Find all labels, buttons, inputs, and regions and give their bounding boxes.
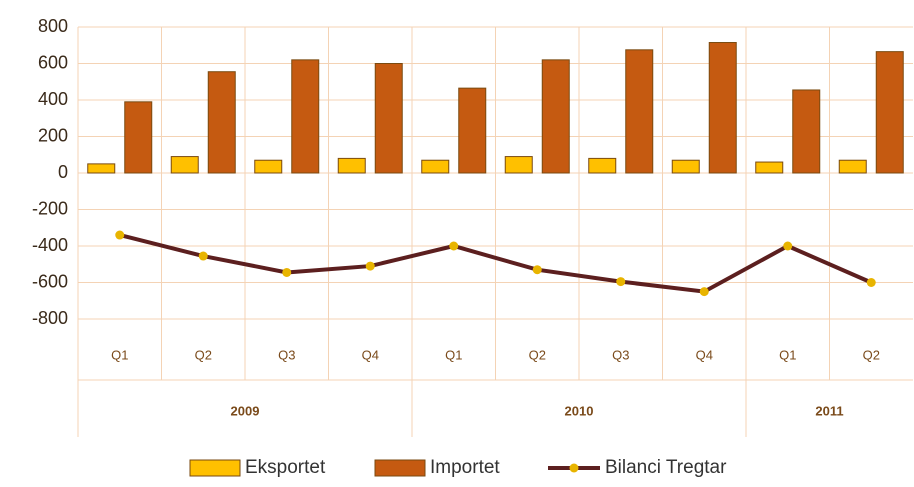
line-marker xyxy=(282,267,292,277)
line-marker xyxy=(699,287,709,297)
y-tick-label: 600 xyxy=(38,52,68,72)
legend-label: Eksportet xyxy=(245,457,326,478)
bar xyxy=(170,156,199,174)
group-label: 2011 xyxy=(815,403,843,418)
line-marker xyxy=(115,230,125,240)
x-tick-label: Q3 xyxy=(612,347,629,362)
bar xyxy=(838,159,867,174)
bar xyxy=(291,59,320,174)
group-label: 2009 xyxy=(231,403,260,418)
bar xyxy=(792,89,821,174)
bar xyxy=(421,159,450,174)
y-tick-label: 800 xyxy=(38,16,68,36)
bar xyxy=(124,101,153,174)
x-tick-label: Q3 xyxy=(278,347,295,362)
bar xyxy=(374,63,403,174)
line xyxy=(119,233,873,294)
bar xyxy=(504,156,533,174)
y-tick-label: -600 xyxy=(32,271,68,291)
y-tick-label: -800 xyxy=(32,308,68,328)
y-tick-label: 200 xyxy=(38,125,68,145)
bar xyxy=(588,157,617,174)
bar xyxy=(671,159,700,174)
bar xyxy=(755,161,784,174)
legend-marker xyxy=(569,463,579,473)
line-marker xyxy=(866,278,876,287)
x-tick-label: Q2 xyxy=(529,347,546,362)
x-tick-label: Q2 xyxy=(195,347,212,362)
bar xyxy=(87,163,116,174)
bar xyxy=(625,49,654,174)
x-tick-label: Q2 xyxy=(863,347,880,362)
line-marker xyxy=(783,241,793,251)
y-tick-label: -200 xyxy=(32,198,68,218)
bar xyxy=(541,59,570,174)
bar xyxy=(254,159,283,174)
x-tick-label: Q1 xyxy=(779,347,796,362)
bar xyxy=(207,71,236,174)
x-tick-label: Q1 xyxy=(111,347,128,362)
legend-swatch xyxy=(189,459,241,477)
x-tick-label: Q1 xyxy=(445,347,462,362)
bar xyxy=(458,87,487,174)
y-tick-label: 0 xyxy=(58,162,68,182)
x-tick-label: Q4 xyxy=(696,347,713,362)
line-marker xyxy=(365,261,375,271)
bar xyxy=(337,157,366,174)
bar xyxy=(875,51,904,174)
line-marker xyxy=(198,251,208,261)
legend-label: Importet xyxy=(430,457,500,478)
legend-label: Bilanci Tregtar xyxy=(605,457,727,478)
line-marker xyxy=(449,241,459,251)
y-tick-label: 400 xyxy=(38,89,68,109)
bar xyxy=(708,42,737,174)
group-label: 2010 xyxy=(565,403,594,418)
legend-swatch xyxy=(374,459,426,477)
line-marker xyxy=(616,277,626,287)
y-tick-label: -400 xyxy=(32,235,68,255)
x-tick-label: Q4 xyxy=(362,347,379,362)
line-marker xyxy=(532,265,542,275)
